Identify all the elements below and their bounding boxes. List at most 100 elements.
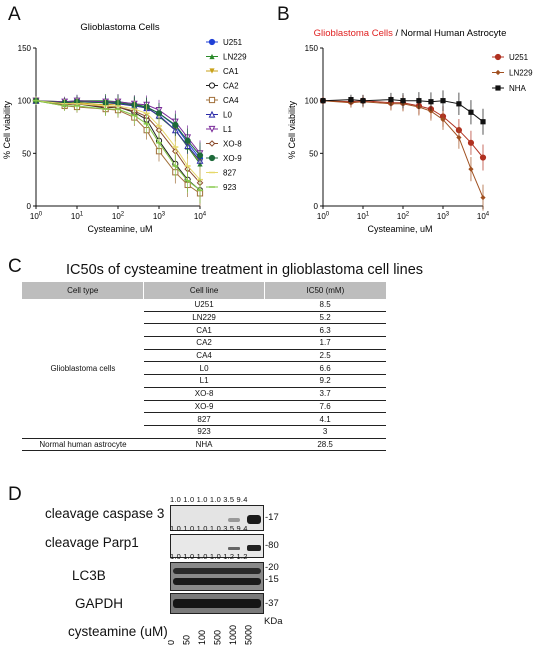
legend-marker [494, 53, 502, 61]
legend-label: LN229 [223, 53, 247, 62]
data-point [468, 109, 474, 115]
legend-marker [495, 85, 501, 91]
series-923 [33, 96, 203, 204]
chart-b-x-axis-label: Cysteamine, uM [367, 224, 432, 234]
table-row: Glioblastoma cells U251 8.5 [22, 299, 386, 439]
panel-letter-b: B [277, 4, 290, 25]
x-tick-label: 104 [477, 212, 490, 222]
chart-b-title: Glioblastoma Cells / Normal Human Astroc… [314, 28, 507, 39]
kda-label: KDa [264, 616, 283, 627]
cell-line: XO-8 [143, 387, 265, 401]
data-point [468, 166, 474, 172]
x-tick-label: 103 [437, 212, 450, 222]
data-point [388, 97, 394, 103]
western-blot-panel: 1.0 1.0 1.0 1.0 3.5 9.4 cleavage caspase… [0, 480, 550, 647]
chart-a-glioblastoma-viability: Glioblastoma Cells % Cell viability Cyst… [2, 22, 247, 234]
data-point [348, 97, 354, 103]
data-point [320, 98, 326, 104]
dose-label: 50 [182, 635, 192, 645]
cell-ic50: 6.3 [264, 323, 386, 338]
table-row: 827 4.1 [22, 412, 386, 426]
header-cell-type: Cell type [22, 282, 145, 299]
table-row: LN229 5.2 [22, 311, 386, 325]
panel-letter-c: C [8, 256, 22, 277]
cell-type-normal-astrocyte: Normal human astrocyte [22, 438, 144, 452]
cell-line: U251 [143, 299, 265, 312]
chart-a-title: Glioblastoma Cells [80, 22, 159, 33]
x-tick-label: 100 [317, 212, 330, 222]
y-tick-label: 0 [314, 202, 319, 211]
band-parp1-1000 [228, 547, 240, 550]
data-point [428, 108, 434, 114]
y-tick-label: 100 [305, 97, 319, 106]
chart-a-y-axis-label: % Cell viability [2, 100, 12, 159]
data-point [172, 121, 179, 128]
data-point [480, 119, 486, 125]
x-tick-label: 103 [153, 212, 166, 222]
cell-line: 923 [143, 425, 265, 439]
table-row: CA2 1.7 [22, 336, 386, 350]
x-tick-label: 104 [194, 212, 207, 222]
cell-ic50: 1.7 [264, 336, 386, 350]
legend-label: 827 [223, 169, 237, 178]
cell-line: 827 [143, 412, 265, 426]
table-row: L1 9.2 [22, 374, 386, 388]
band-caspase3-5000 [247, 515, 261, 524]
y-tick-label: 150 [18, 44, 32, 53]
y-tick-label: 50 [22, 149, 31, 158]
chart-b-gbm-vs-astrocyte-viability: Glioblastoma Cells / Normal Human Astroc… [287, 28, 533, 234]
band-lc3b-upper [173, 568, 261, 574]
label-cleavage-parp1: cleavage Parp1 [45, 535, 139, 550]
dose-label: 0 [168, 640, 176, 645]
marker-80: -80 [265, 540, 279, 551]
data-point [196, 152, 204, 159]
legend-label: LN229 [509, 69, 533, 78]
cell-line: CA2 [143, 336, 265, 350]
ic50-table-title: IC50s of cysteamine treatment in gliobla… [66, 262, 424, 278]
legend-label: 923 [223, 183, 237, 192]
legend-marker [209, 53, 215, 60]
series-nha [320, 90, 486, 135]
x-tick-label: 100 [30, 212, 43, 222]
cell-ic50: 8.5 [264, 299, 386, 312]
quant-row-lc3b: 1.0 1.0 1.0 1.0 1.2 1.2 [170, 552, 248, 561]
chart-b-y-axis-label: % Cell viability [287, 100, 297, 159]
cell-line: XO-9 [143, 400, 265, 414]
legend-marker [208, 82, 216, 89]
label-lc3b: LC3B [72, 568, 106, 583]
dose-label: 1000 [228, 625, 238, 645]
marker-15: -15 [265, 574, 279, 585]
label-gapdh: GAPDH [75, 596, 124, 611]
blot-parp1 [170, 534, 264, 558]
band-parp1-5000 [247, 545, 261, 551]
table-row: CA4 2.5 [22, 349, 386, 363]
cell-ic50: 3 [264, 425, 386, 439]
chart-b-title-rest: / Normal Human Astrocyte [393, 28, 507, 39]
data-point [479, 154, 487, 161]
legend-label: U251 [223, 38, 243, 47]
cell-line: CA1 [143, 323, 265, 338]
y-tick-label: 0 [27, 202, 32, 211]
dose-label: 5000 [244, 625, 254, 645]
table-row: 923 3 [22, 425, 386, 439]
legend-marker [208, 110, 216, 118]
panel-letter-d: D [8, 484, 22, 505]
panel-letter-a: A [8, 4, 21, 25]
cell-line: NHA [143, 438, 265, 452]
x-tick-label: 101 [357, 212, 370, 222]
series-ln229 [320, 95, 486, 211]
dose-label: 100 [197, 630, 207, 645]
legend-marker [495, 69, 501, 76]
data-point [155, 110, 163, 117]
cell-line: L1 [143, 374, 265, 388]
quant-row-caspase3: 1.0 1.0 1.0 1.0 3.5 9.4 [170, 495, 248, 504]
legend-label: CA1 [223, 67, 239, 76]
blot-lc3b [170, 562, 264, 591]
legend-label: L0 [223, 111, 232, 120]
legend-label: XO-9 [223, 154, 242, 163]
quant-row-parp1: 1.0 1.0 1.0 1.0 3.5 9.4 [170, 524, 248, 533]
x-tick-label: 102 [112, 212, 125, 222]
cell-type-glioblastoma: Glioblastoma cells [22, 299, 144, 439]
legend-marker [208, 125, 216, 133]
y-tick-label: 50 [309, 149, 318, 158]
